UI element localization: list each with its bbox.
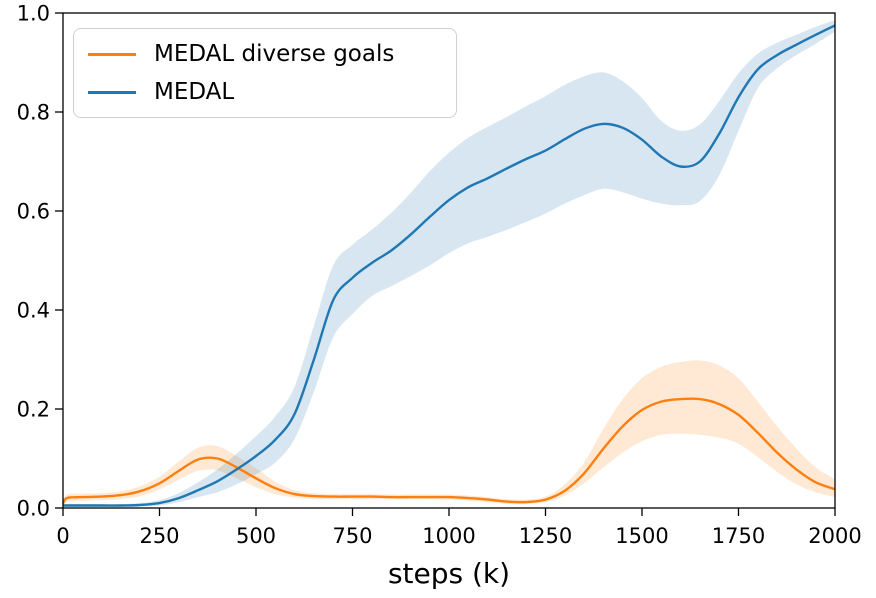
confidence-band-blue	[63, 19, 835, 508]
x-tick-label: 750	[332, 524, 372, 548]
legend-label-medal: MEDAL	[154, 78, 235, 105]
x-tick-label: 1250	[519, 524, 572, 548]
x-tick-label: 500	[236, 524, 276, 548]
series-line-orange	[61, 397, 836, 505]
legend-line-swatch-orange	[88, 52, 136, 56]
x-tick-label: 1500	[615, 524, 668, 548]
legend-label-medal-diverse-goals: MEDAL diverse goals	[154, 40, 395, 67]
x-axis-label: steps (k)	[388, 557, 510, 590]
y-tick-label: 0.8	[17, 101, 50, 125]
y-tick-label: 0.4	[17, 299, 50, 323]
legend-item-medal: MEDAL	[88, 78, 442, 105]
legend-line-swatch-blue	[88, 90, 136, 94]
x-tick-label: 0	[56, 524, 69, 548]
x-tick-label: 1000	[422, 524, 475, 548]
legend-item-medal-diverse-goals: MEDAL diverse goals	[88, 40, 442, 67]
series-line-blue	[62, 24, 836, 507]
y-tick-label: 0.0	[17, 497, 50, 521]
y-tick-label: 1.0	[17, 2, 50, 26]
confidence-band-orange	[63, 360, 835, 506]
y-tick-label: 0.6	[17, 200, 50, 224]
x-tick-label: 2000	[808, 524, 861, 548]
x-tick-label: 1750	[712, 524, 765, 548]
x-tick-label: 250	[139, 524, 179, 548]
legend: MEDAL diverse goals MEDAL	[73, 28, 457, 118]
y-tick-label: 0.2	[17, 398, 50, 422]
